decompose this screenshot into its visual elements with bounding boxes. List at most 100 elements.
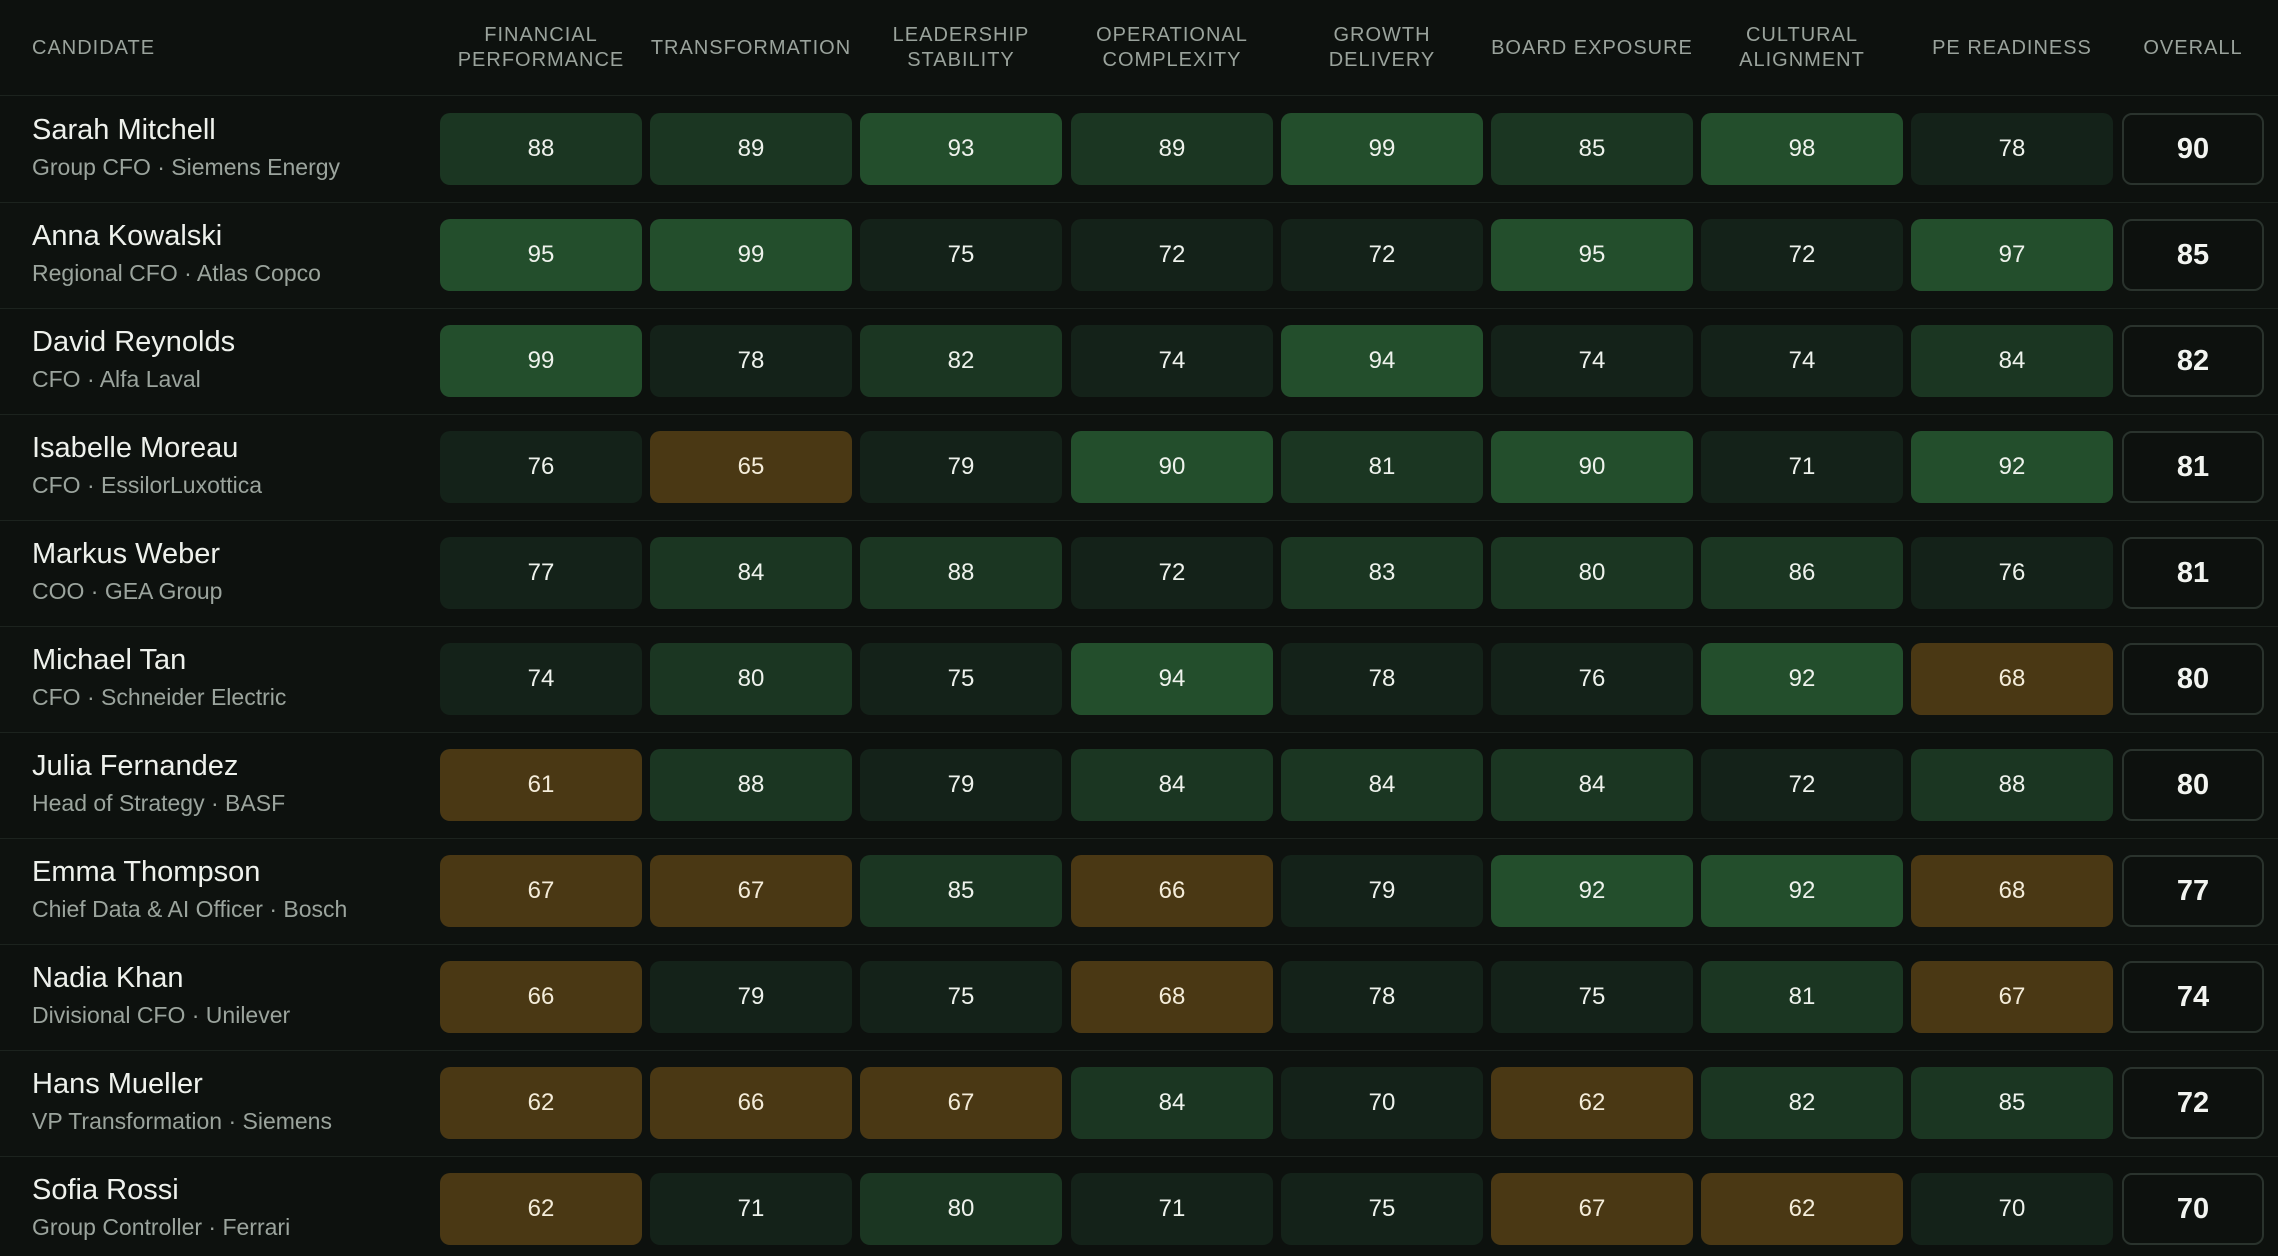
score-cell-growth-delivery[interactable]: 79: [1281, 855, 1483, 927]
score-cell-growth-delivery[interactable]: 75: [1281, 1173, 1483, 1245]
score-cell-operational-complexity[interactable]: 74: [1071, 325, 1273, 397]
score-cell-leadership-stability[interactable]: 75: [860, 643, 1062, 715]
candidate-name[interactable]: Nadia Khan: [32, 962, 184, 994]
candidate-name[interactable]: Sarah Mitchell: [32, 114, 216, 146]
score-cell-board-exposure[interactable]: 90: [1491, 431, 1693, 503]
score-cell-financial-performance[interactable]: 62: [440, 1067, 642, 1139]
score-cell-cultural-alignment[interactable]: 92: [1701, 855, 1903, 927]
score-cell-leadership-stability[interactable]: 79: [860, 431, 1062, 503]
score-cell-pe-readiness[interactable]: 67: [1911, 961, 2113, 1033]
score-cell-leadership-stability[interactable]: 80: [860, 1173, 1062, 1245]
score-cell-transformation[interactable]: 89: [650, 113, 852, 185]
score-cell-transformation[interactable]: 66: [650, 1067, 852, 1139]
table-row[interactable]: Emma Thompson Chief Data & AI Officer · B…: [0, 839, 2278, 945]
candidate-name[interactable]: Hans Mueller: [32, 1068, 203, 1100]
score-cell-cultural-alignment[interactable]: 71: [1701, 431, 1903, 503]
score-cell-financial-performance[interactable]: 76: [440, 431, 642, 503]
header-candidate[interactable]: CANDIDATE: [32, 36, 156, 59]
header-cultural-alignment[interactable]: CULTURAL ALIGNMENT: [1739, 24, 1865, 71]
score-cell-cultural-alignment[interactable]: 92: [1701, 643, 1903, 715]
score-cell-financial-performance[interactable]: 62: [440, 1173, 642, 1245]
table-row[interactable]: Michael Tan CFO · Schneider Electric 74 80 7…: [0, 627, 2278, 733]
header-leadership-stability[interactable]: LEADERSHIP STABILITY: [892, 24, 1030, 71]
score-cell-cultural-alignment[interactable]: 72: [1701, 749, 1903, 821]
score-cell-financial-performance[interactable]: 66: [440, 961, 642, 1033]
score-cell-pe-readiness[interactable]: 92: [1911, 431, 2113, 503]
candidate-name[interactable]: Emma Thompson: [32, 856, 261, 888]
header-overall[interactable]: OVERALL: [2143, 36, 2243, 59]
score-cell-transformation[interactable]: 80: [650, 643, 852, 715]
table-row[interactable]: Isabelle Moreau CFO · EssilorLuxottica 76 6…: [0, 415, 2278, 521]
score-cell-board-exposure[interactable]: 75: [1491, 961, 1693, 1033]
header-financial-performance[interactable]: FINANCIAL PERFORMANCE: [457, 24, 625, 71]
score-cell-transformation[interactable]: 67: [650, 855, 852, 927]
score-cell-financial-performance[interactable]: 61: [440, 749, 642, 821]
table-row[interactable]: Sofia Rossi Group Controller · Ferrari 62 7…: [0, 1157, 2278, 1256]
candidate-name[interactable]: Julia Fernandez: [32, 750, 239, 782]
score-cell-board-exposure[interactable]: 67: [1491, 1173, 1693, 1245]
header-operational-complexity[interactable]: OPERATIONAL COMPLEXITY: [1096, 24, 1248, 71]
score-cell-operational-complexity[interactable]: 68: [1071, 961, 1273, 1033]
score-cell-board-exposure[interactable]: 80: [1491, 537, 1693, 609]
table-row[interactable]: Sarah Mitchell Group CFO · Siemens Energy…: [0, 97, 2278, 203]
score-cell-board-exposure[interactable]: 85: [1491, 113, 1693, 185]
score-cell-growth-delivery[interactable]: 83: [1281, 537, 1483, 609]
score-cell-transformation[interactable]: 65: [650, 431, 852, 503]
score-cell-financial-performance[interactable]: 95: [440, 219, 642, 291]
candidate-name[interactable]: Markus Weber: [32, 538, 221, 570]
score-cell-operational-complexity[interactable]: 71: [1071, 1173, 1273, 1245]
score-cell-leadership-stability[interactable]: 67: [860, 1067, 1062, 1139]
score-cell-operational-complexity[interactable]: 89: [1071, 113, 1273, 185]
header-board-exposure[interactable]: BOARD EXPOSURE: [1491, 36, 1693, 59]
score-cell-board-exposure[interactable]: 74: [1491, 325, 1693, 397]
score-cell-growth-delivery[interactable]: 94: [1281, 325, 1483, 397]
score-cell-pe-readiness[interactable]: 68: [1911, 643, 2113, 715]
score-cell-transformation[interactable]: 71: [650, 1173, 852, 1245]
score-cell-operational-complexity[interactable]: 72: [1071, 537, 1273, 609]
score-cell-growth-delivery[interactable]: 81: [1281, 431, 1483, 503]
score-cell-cultural-alignment[interactable]: 81: [1701, 961, 1903, 1033]
score-cell-pe-readiness[interactable]: 76: [1911, 537, 2113, 609]
table-row[interactable]: Nadia Khan Divisional CFO · Unilever 66 79 7…: [0, 945, 2278, 1051]
score-cell-growth-delivery[interactable]: 70: [1281, 1067, 1483, 1139]
score-cell-leadership-stability[interactable]: 93: [860, 113, 1062, 185]
score-cell-board-exposure[interactable]: 84: [1491, 749, 1693, 821]
score-cell-transformation[interactable]: 99: [650, 219, 852, 291]
score-cell-operational-complexity[interactable]: 84: [1071, 749, 1273, 821]
score-cell-financial-performance[interactable]: 99: [440, 325, 642, 397]
score-cell-financial-performance[interactable]: 67: [440, 855, 642, 927]
score-cell-pe-readiness[interactable]: 84: [1911, 325, 2113, 397]
score-cell-transformation[interactable]: 88: [650, 749, 852, 821]
score-cell-pe-readiness[interactable]: 97: [1911, 219, 2113, 291]
score-cell-pe-readiness[interactable]: 88: [1911, 749, 2113, 821]
score-cell-growth-delivery[interactable]: 99: [1281, 113, 1483, 185]
score-cell-growth-delivery[interactable]: 84: [1281, 749, 1483, 821]
header-pe-readiness[interactable]: PE READINESS: [1932, 36, 2092, 59]
score-cell-board-exposure[interactable]: 92: [1491, 855, 1693, 927]
candidate-name[interactable]: Isabelle Moreau: [32, 432, 239, 464]
score-cell-leadership-stability[interactable]: 88: [860, 537, 1062, 609]
score-cell-financial-performance[interactable]: 74: [440, 643, 642, 715]
score-cell-growth-delivery[interactable]: 78: [1281, 643, 1483, 715]
score-cell-pe-readiness[interactable]: 78: [1911, 113, 2113, 185]
score-cell-operational-complexity[interactable]: 72: [1071, 219, 1273, 291]
candidate-name[interactable]: Sofia Rossi: [32, 1174, 179, 1206]
table-row[interactable]: Hans Mueller VP Transformation · Siemens 6…: [0, 1051, 2278, 1157]
score-cell-pe-readiness[interactable]: 85: [1911, 1067, 2113, 1139]
score-cell-transformation[interactable]: 78: [650, 325, 852, 397]
score-cell-transformation[interactable]: 79: [650, 961, 852, 1033]
table-row[interactable]: Markus Weber COO · GEA Group 77 84 88 72 83 80 8…: [0, 521, 2278, 627]
score-cell-leadership-stability[interactable]: 79: [860, 749, 1062, 821]
score-cell-cultural-alignment[interactable]: 98: [1701, 113, 1903, 185]
score-cell-operational-complexity[interactable]: 84: [1071, 1067, 1273, 1139]
candidate-name[interactable]: Michael Tan: [32, 644, 187, 676]
score-cell-cultural-alignment[interactable]: 72: [1701, 219, 1903, 291]
score-cell-leadership-stability[interactable]: 82: [860, 325, 1062, 397]
score-cell-board-exposure[interactable]: 95: [1491, 219, 1693, 291]
score-cell-cultural-alignment[interactable]: 62: [1701, 1173, 1903, 1245]
score-cell-cultural-alignment[interactable]: 86: [1701, 537, 1903, 609]
score-cell-leadership-stability[interactable]: 75: [860, 961, 1062, 1033]
score-cell-operational-complexity[interactable]: 66: [1071, 855, 1273, 927]
score-cell-growth-delivery[interactable]: 72: [1281, 219, 1483, 291]
candidate-name[interactable]: David Reynolds: [32, 326, 236, 358]
